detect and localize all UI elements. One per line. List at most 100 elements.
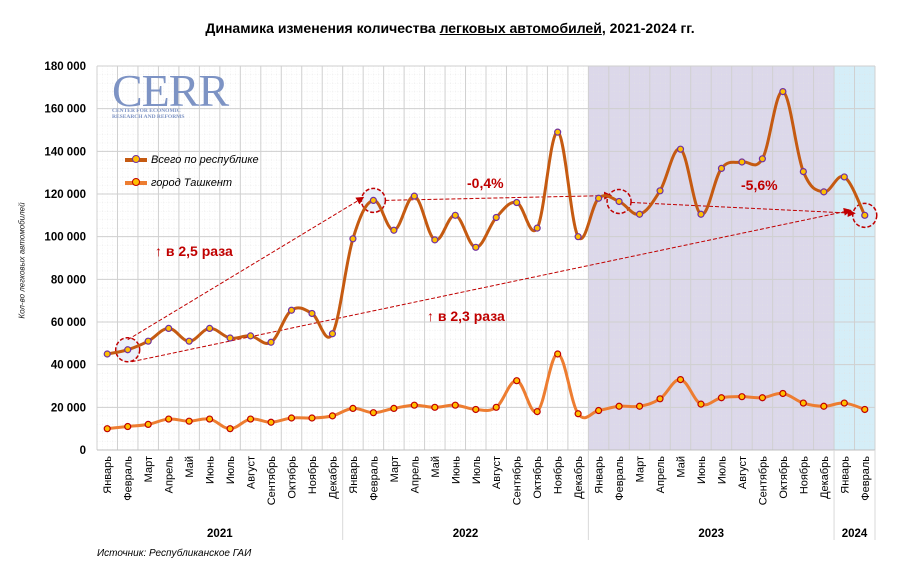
data-point-total: [738, 158, 746, 166]
data-point-total: [267, 338, 275, 346]
legend-swatch-tashkent: [125, 177, 147, 186]
data-point-tashkent: [287, 414, 296, 422]
year-label: 2024: [842, 528, 868, 540]
data-point-tashkent: [574, 410, 582, 418]
data-point-tashkent: [451, 401, 459, 409]
data-point-total: [533, 224, 541, 232]
x-tick-label: Декабрь: [819, 456, 831, 499]
x-tick-label: Июль: [471, 456, 483, 484]
x-tick-label: Февраль: [614, 456, 626, 501]
data-point-total: [676, 145, 685, 153]
data-point-total: [185, 337, 193, 345]
x-tick-label: Август: [246, 456, 258, 489]
legend-item-total: Всего по республике: [125, 148, 259, 171]
series-lines: [103, 87, 869, 433]
data-point-total: [472, 243, 480, 251]
data-point-total: [840, 173, 848, 181]
title-pre: Динамика изменения количества: [205, 20, 440, 36]
y-axis-label: Кол-во легковых автомобилей: [17, 202, 27, 319]
x-tick-label: Июнь: [450, 456, 462, 484]
y-tick-label: 100 000: [44, 232, 86, 244]
data-point-tashkent: [349, 404, 357, 412]
y-tick-label: 0: [80, 445, 86, 457]
annotation-growth-2-3: ↑ в 2,3 раза: [427, 308, 505, 324]
title-post: , 2021-2024 гг.: [601, 20, 695, 36]
data-point-tashkent: [615, 402, 623, 410]
x-tick-label: Август: [491, 456, 503, 489]
x-tick-label: Октябрь: [778, 456, 790, 499]
x-tick-label: Апрель: [164, 456, 176, 494]
data-point-total: [124, 346, 132, 354]
x-axis: Январь Февраль Март Апрель Май Июнь Июль Август…: [97, 449, 876, 540]
data-point-total: [861, 211, 869, 219]
data-point-tashkent: [840, 399, 848, 407]
data-point-total: [390, 226, 398, 234]
x-tick-label: Февраль: [368, 456, 380, 501]
year-label: 2023: [698, 528, 724, 540]
data-point-tashkent: [492, 403, 500, 411]
data-point-tashkent: [328, 412, 337, 420]
data-point-total: [226, 334, 234, 342]
data-point-total: [717, 164, 726, 172]
data-point-total: [431, 236, 439, 244]
x-tick-label: Январь: [594, 456, 606, 494]
data-point-total: [287, 306, 296, 314]
annotation-arrow: [631, 201, 856, 217]
y-axis-ticks: 0 20 000 40 000 60 000 80 000 100 000 120 000 1…: [44, 61, 86, 457]
data-point-tashkent: [717, 394, 726, 402]
y-tick-label: 40 000: [51, 360, 86, 372]
x-tick-label: Июнь: [696, 456, 708, 484]
x-tick-label: Ноябрь: [307, 456, 319, 494]
x-tick-label: Сентябрь: [512, 456, 524, 506]
data-point-total: [308, 309, 316, 318]
x-tick-label: Декабрь: [573, 456, 585, 499]
data-point-tashkent: [861, 405, 869, 414]
data-point-total: [513, 198, 521, 207]
source-note: Источник: Республиканское ГАИ: [97, 548, 252, 559]
data-point-total: [206, 324, 214, 332]
y-tick-label: 140 000: [44, 146, 86, 158]
x-tick-label: Январь: [839, 456, 851, 494]
data-point-total: [328, 330, 337, 338]
data-point-tashkent: [124, 422, 132, 431]
x-tick-label: Январь: [348, 456, 360, 494]
legend-label-tashkent: город Ташкент: [151, 176, 233, 189]
data-point-total: [779, 87, 787, 96]
data-point-total: [349, 235, 357, 243]
data-point-total: [103, 350, 111, 358]
x-tick-label: Октябрь: [532, 456, 544, 499]
data-point-tashkent: [820, 402, 828, 410]
data-point-total: [635, 210, 644, 218]
x-tick-label: Ноябрь: [553, 456, 565, 494]
x-tick-label: Февраль: [123, 456, 135, 501]
x-tick-label: Сентябрь: [757, 456, 769, 506]
data-point-tashkent: [799, 399, 807, 407]
annotation-change-2023: -5,6%: [741, 177, 778, 193]
legend-label-total: Всего по республике: [151, 153, 259, 166]
data-point-tashkent: [308, 414, 316, 422]
data-point-total: [369, 196, 377, 204]
x-tick-label: Июнь: [205, 456, 217, 484]
data-point-tashkent: [472, 405, 480, 414]
logo-main-text: CERR: [112, 65, 229, 116]
data-point-tashkent: [758, 394, 766, 402]
legend-swatch-total: [125, 154, 147, 163]
x-tick-label: Май: [430, 456, 442, 478]
data-point-total: [656, 187, 664, 195]
data-point-total: [246, 332, 255, 340]
y-tick-label: 20 000: [51, 402, 86, 414]
y-tick-label: 160 000: [44, 104, 86, 116]
x-tick-label: Февраль: [860, 456, 872, 501]
major-grid: [96, 65, 876, 451]
data-point-tashkent: [697, 400, 705, 408]
x-tick-label: Декабрь: [327, 456, 339, 499]
cerr-logo: CERR CENTER FOR ECONOMIC RESEARCH AND RE…: [112, 65, 229, 121]
data-point-tashkent: [165, 415, 173, 423]
x-tick-label: Май: [184, 456, 196, 478]
x-tick-label: Апрель: [409, 456, 421, 494]
data-point-tashkent: [369, 409, 377, 417]
data-point-total: [410, 192, 418, 200]
x-tick-label: Октябрь: [287, 456, 299, 499]
data-point-tashkent: [513, 377, 521, 385]
x-tick-label: Ноябрь: [798, 456, 810, 494]
